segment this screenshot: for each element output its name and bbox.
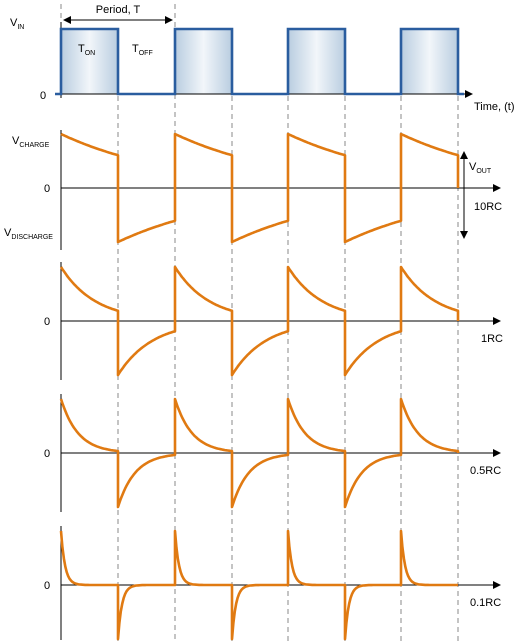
panel-0.1rc-waveform <box>59 529 458 641</box>
toff-label: TOFF <box>132 43 153 57</box>
panel-10rc: 0 10RC <box>44 130 502 250</box>
panel-10rc-label: 10RC <box>474 201 502 213</box>
panel-1rc-label: 1RC <box>481 333 503 345</box>
panel-0.5rc-label: 0.5RC <box>470 465 501 477</box>
panel-0.5rc-waveform <box>59 397 460 509</box>
vdischarge-label: VDISCHARGE <box>4 227 53 241</box>
input-square-wave <box>55 27 464 96</box>
panel-0.1rc-zero: 0 <box>44 580 50 592</box>
rc-output-panels: 0 10RC 0 1RC 0 0.5RC 0 0.1RC <box>44 130 503 641</box>
transition-guides <box>60 4 459 643</box>
panel-0.1rc-label: 0.1RC <box>470 597 501 609</box>
panel-0.5rc: 0 0.5RC <box>44 394 501 512</box>
vin-label: VIN <box>10 17 24 31</box>
pulse-fill <box>61 29 118 94</box>
pulse-fill <box>401 29 458 94</box>
panel-1rc-zero: 0 <box>44 316 50 328</box>
output-labels: VCHARGE VDISCHARGE VOUT <box>4 135 492 241</box>
panel-10rc-zero: 0 <box>44 183 50 195</box>
panel-0.1rc: 0 0.1RC <box>44 526 501 641</box>
vcharge-label: VCHARGE <box>12 135 50 149</box>
period-label: Period, T <box>96 4 141 16</box>
vout-label: VOUT <box>469 161 492 175</box>
panel-0.5rc-zero: 0 <box>44 448 50 460</box>
panel-10rc-waveform <box>60 132 460 244</box>
ton-label: TON <box>78 43 95 57</box>
input-panel: Period, T VIN 0 TON TOFF Time, (t) <box>10 4 515 113</box>
input-zero-label: 0 <box>40 90 46 102</box>
pulse-fill <box>175 29 232 94</box>
pulse-fill <box>288 29 345 94</box>
pulse-shading <box>61 29 458 94</box>
time-axis-label: Time, (t) <box>474 101 515 113</box>
panel-1rc-waveform <box>59 265 460 377</box>
panel-1rc: 0 1RC <box>44 262 503 380</box>
